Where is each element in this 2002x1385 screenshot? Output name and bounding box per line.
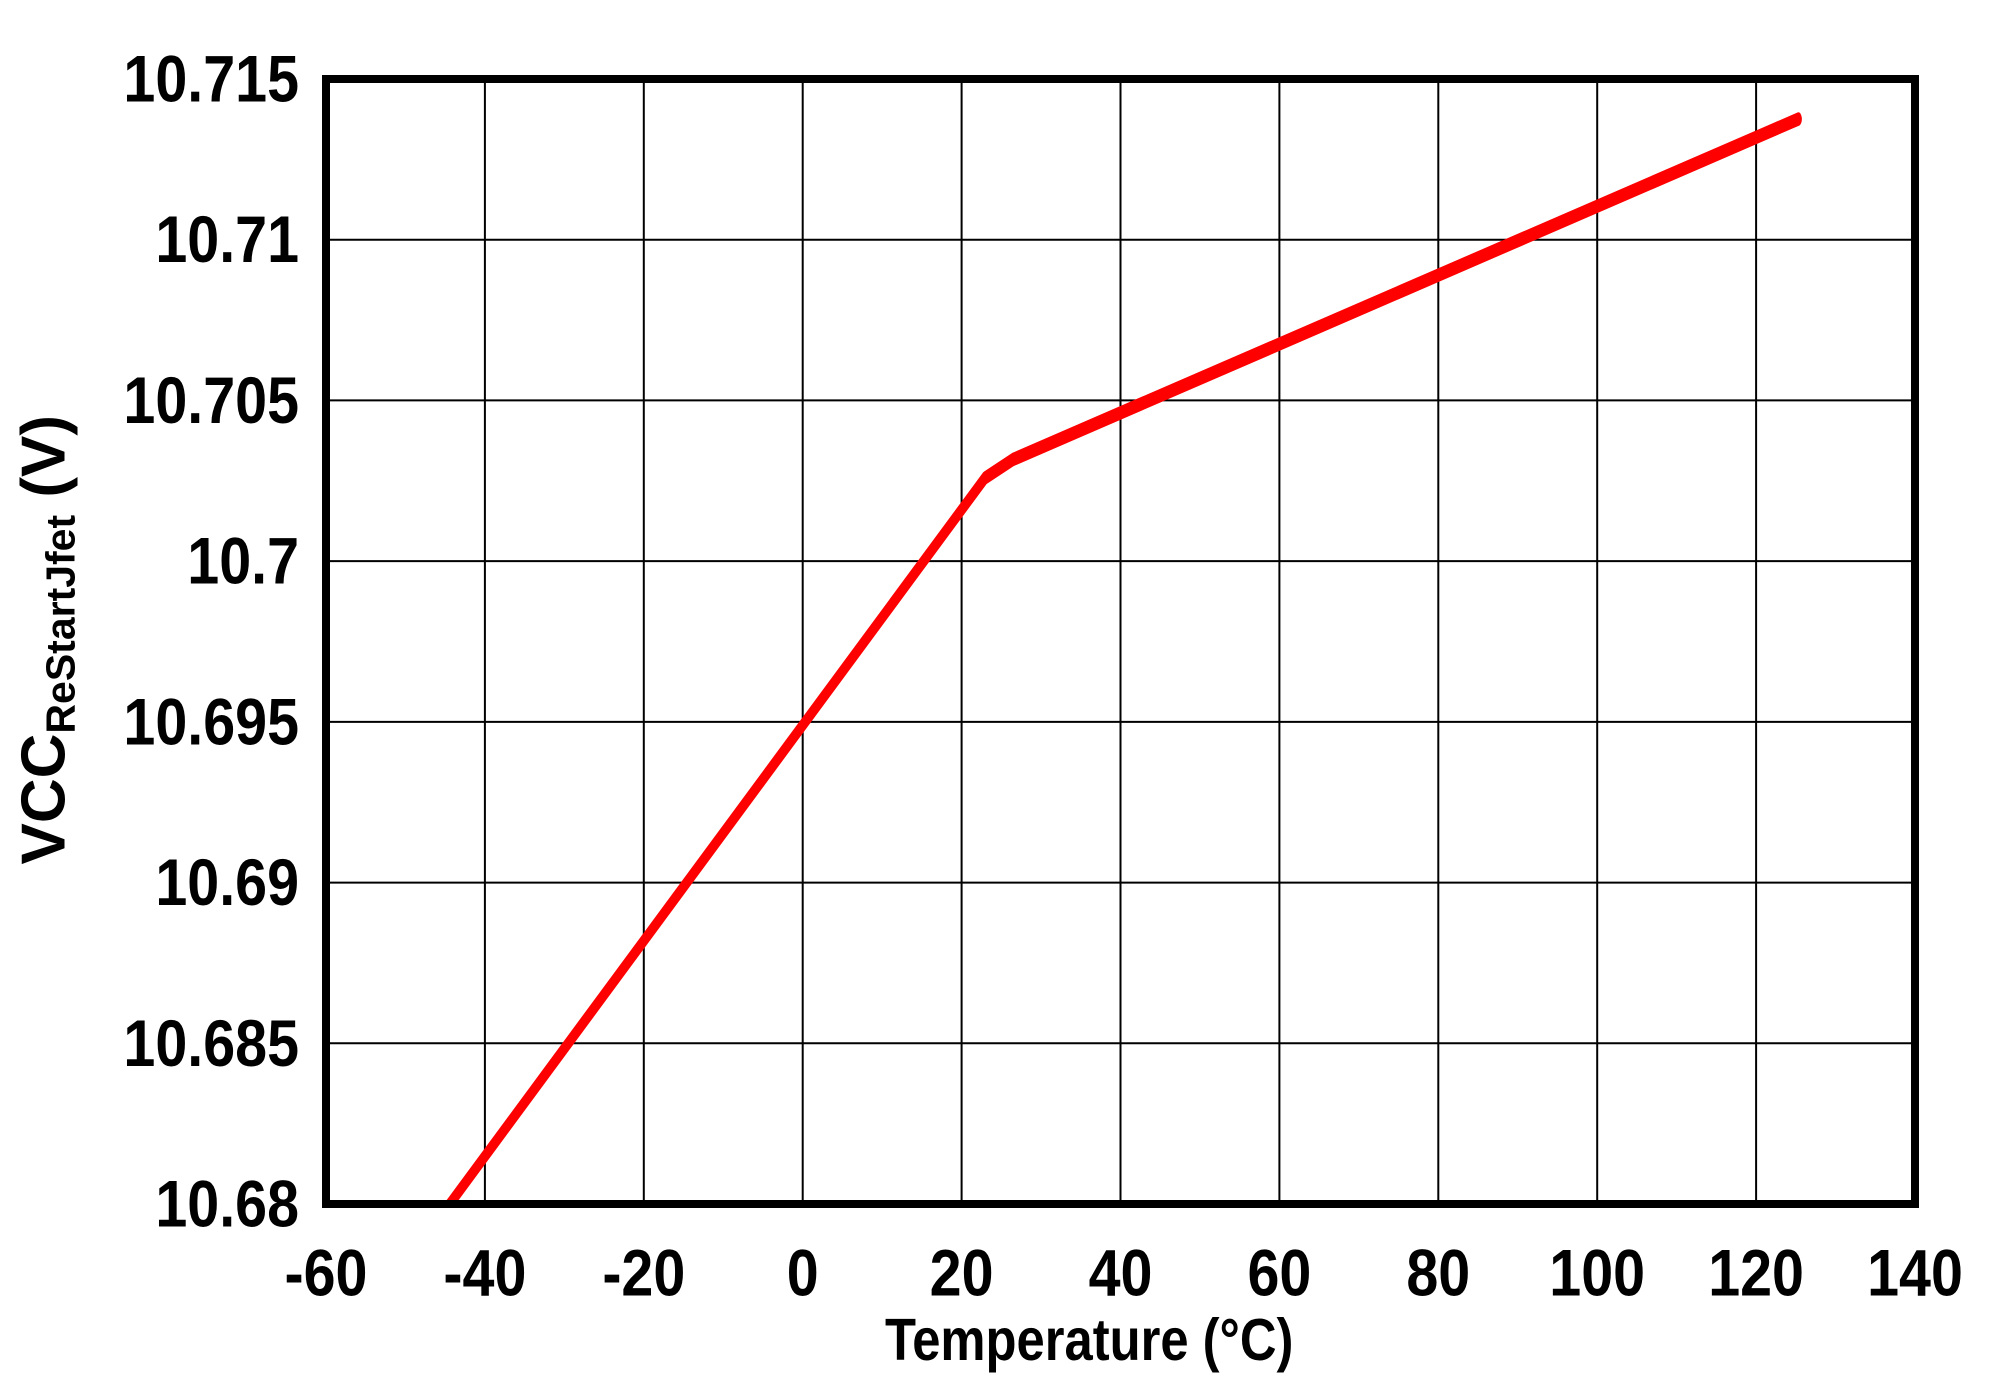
svg-text:100: 100 <box>1549 1237 1645 1311</box>
svg-text:10.68: 10.68 <box>155 1168 299 1242</box>
svg-text:140: 140 <box>1867 1237 1963 1311</box>
svg-text:10.71: 10.71 <box>155 204 299 278</box>
svg-text:80: 80 <box>1406 1237 1470 1311</box>
svg-text:60: 60 <box>1247 1237 1311 1311</box>
svg-text:-60: -60 <box>285 1237 368 1311</box>
svg-text:10.705: 10.705 <box>123 364 299 438</box>
svg-text:10.685: 10.685 <box>123 1007 299 1081</box>
svg-text:10.715: 10.715 <box>123 43 299 117</box>
svg-text:20: 20 <box>930 1237 994 1311</box>
svg-text:Temperature (°C): Temperature (°C) <box>885 1306 1293 1372</box>
svg-text:0: 0 <box>787 1237 819 1311</box>
svg-text:10.7: 10.7 <box>187 525 299 599</box>
svg-text:10.695: 10.695 <box>123 686 299 760</box>
svg-text:VCCReStartJfet (V): VCCReStartJfet (V) <box>10 415 84 865</box>
svg-text:40: 40 <box>1089 1237 1153 1311</box>
svg-text:120: 120 <box>1708 1237 1804 1311</box>
svg-text:10.69: 10.69 <box>155 846 299 920</box>
svg-text:-20: -20 <box>602 1237 685 1311</box>
svg-text:-40: -40 <box>443 1237 526 1311</box>
